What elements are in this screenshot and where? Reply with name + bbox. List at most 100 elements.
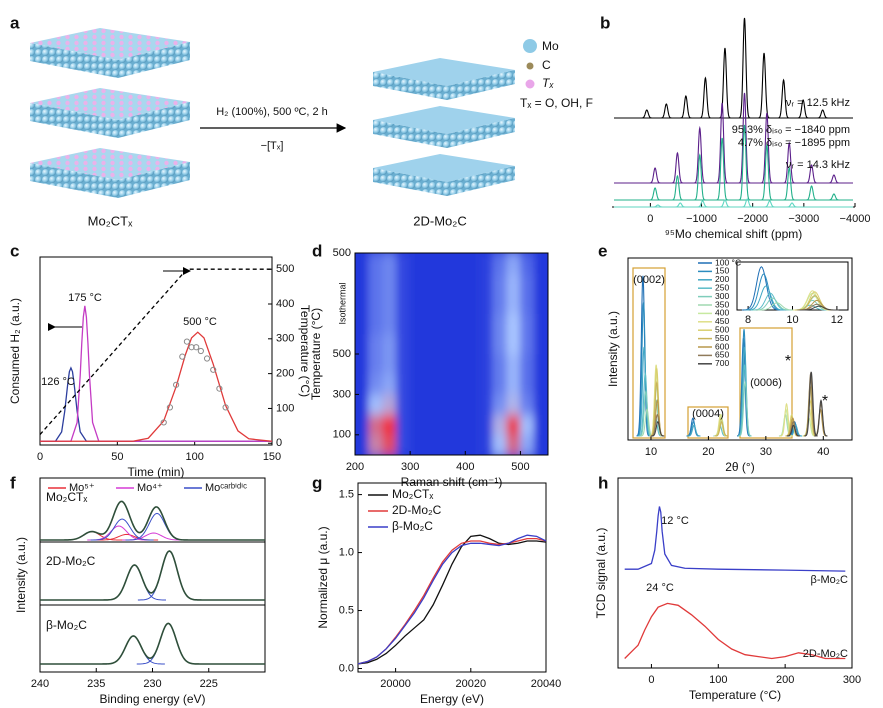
x-tick-label: 20020 [456, 678, 487, 690]
heatmap-cell [396, 293, 411, 314]
x-tick-label: 0 [37, 451, 43, 463]
fit-envelope [40, 500, 265, 541]
heatmap-cell [520, 272, 535, 294]
heatmap-cell [478, 414, 494, 436]
heatmap-cell [533, 373, 548, 395]
heatmap-cell [437, 394, 452, 415]
x-axis-label: Raman shift (cm⁻¹) [401, 475, 503, 489]
heatmap-cell [409, 293, 425, 314]
y-tick-label: 1.0 [339, 546, 354, 558]
x-tick-label: 200 [346, 461, 364, 473]
heatmap-cell [396, 353, 411, 375]
legend-label: C [542, 58, 551, 72]
heatmap-cell [396, 373, 411, 395]
heatmap-cell [396, 434, 411, 455]
annotation: (0004) [692, 408, 724, 420]
data-point [197, 347, 204, 355]
heatmap-cell [368, 353, 383, 375]
heatmap-cell [396, 313, 411, 335]
series-line [40, 331, 273, 442]
x-axis-label: Energy (eV) [420, 692, 484, 706]
heatmap-cell [506, 373, 521, 395]
heatmap-cell [409, 272, 425, 294]
sideband-peak [738, 17, 751, 119]
heatmap-cell [492, 373, 507, 395]
data-point [173, 381, 180, 388]
arrow-label: −[Tₓ] [261, 140, 284, 152]
heatmap-cell [409, 373, 425, 395]
legend-label: 200 [715, 274, 729, 284]
heatmap-cells [355, 253, 548, 455]
heatmap-cell [520, 394, 535, 415]
diffraction-peak [687, 424, 701, 437]
sideband-peak [816, 109, 829, 119]
inset-frame [736, 261, 849, 311]
legend-swatch [523, 39, 537, 53]
heatmap-cell [368, 293, 383, 314]
fit-envelope [40, 622, 265, 665]
heatmap-cell [409, 313, 425, 335]
annotation: 500 °C [183, 316, 217, 328]
fit-component [90, 518, 154, 541]
heatmap-cell [396, 253, 411, 274]
series-line [624, 602, 846, 660]
sideband-peak [783, 141, 795, 184]
heatmap-cell [396, 272, 411, 294]
legend-label: Mo⁵⁺ [69, 482, 95, 494]
sideband-peak [716, 137, 728, 201]
sideband-peak [777, 78, 790, 119]
legend-label: 650 [715, 350, 729, 360]
annotation: νᵣ = 14.3 kHz [786, 159, 850, 171]
caption: Mo₂CTₓ [88, 213, 133, 228]
annotation: νᵣ = 12.5 kHz [786, 97, 850, 109]
x-tick-label: 225 [200, 678, 218, 690]
x-tick-label: −1000 [686, 213, 717, 225]
x-axis-label: Temperature (°C) [689, 688, 781, 702]
sideband-peak [828, 174, 840, 184]
panel-letter: e [598, 241, 607, 260]
legend-swatch [525, 79, 535, 89]
heatmap-cell [423, 333, 439, 355]
series-line [357, 534, 547, 665]
data-point [203, 355, 211, 362]
heatmap-cell [464, 373, 480, 395]
sideband-peak [783, 166, 795, 201]
y-tick-label: 0 [276, 437, 282, 449]
annotation: * [822, 393, 828, 410]
panel-letter: f [10, 473, 16, 492]
heatmap-cell [409, 414, 425, 436]
heatmap-cell [409, 353, 425, 375]
heatmap-cell [533, 272, 548, 294]
heatmap-cell [355, 394, 370, 415]
annotation: (0006) [750, 377, 782, 389]
heatmap-cell [464, 394, 480, 415]
inset-peak [746, 285, 786, 311]
annotation: 12 °C [661, 515, 689, 527]
heatmap-cell [520, 253, 535, 274]
series-line [357, 534, 547, 665]
sideband-peak [716, 102, 728, 184]
diffraction-peak [780, 402, 793, 437]
sideband-peak [828, 193, 840, 201]
diffraction-peak [651, 421, 665, 437]
x-tick-label: 400 [456, 461, 474, 473]
heatmap-cell [478, 272, 494, 294]
panel-letter: d [312, 241, 322, 260]
heatmap-cell [355, 353, 370, 375]
heatmap-cell [506, 353, 521, 375]
x-tick-label: 20000 [380, 678, 411, 690]
heatmap-cell [382, 414, 397, 436]
data-point [179, 353, 186, 360]
sideband-peak [671, 174, 684, 201]
data-point [222, 404, 229, 411]
sideband-peak [758, 52, 770, 119]
heatmap-cell [355, 293, 370, 314]
heatmap-cell [368, 272, 383, 294]
sideband-peak [699, 76, 712, 119]
heatmap-cell [520, 373, 535, 395]
heatmap-cell [409, 394, 425, 415]
heatmap-cell [368, 434, 383, 455]
panel-letter: c [10, 241, 19, 260]
data-point [183, 338, 191, 345]
x-tick-label: 40 [817, 446, 829, 458]
